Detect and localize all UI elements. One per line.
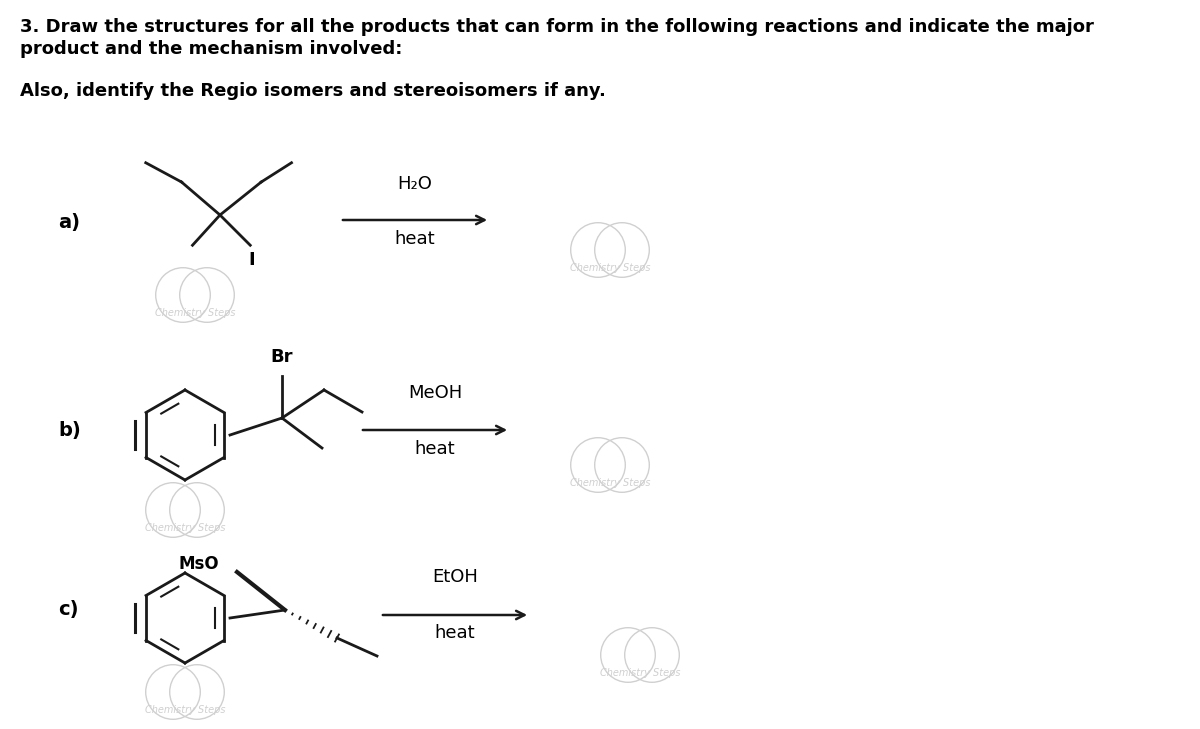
Text: I: I [248, 251, 256, 269]
Text: MeOH: MeOH [408, 384, 462, 402]
Text: Also, identify the Regio isomers and stereoisomers if any.: Also, identify the Regio isomers and ste… [20, 82, 606, 100]
Text: a): a) [58, 212, 80, 232]
Text: heat: heat [395, 230, 436, 248]
Text: Chemistry Steps: Chemistry Steps [600, 668, 680, 678]
Text: c): c) [58, 601, 78, 620]
Text: heat: heat [434, 624, 475, 642]
Text: MsO: MsO [179, 555, 220, 573]
Text: Br: Br [271, 348, 293, 366]
Text: product and the mechanism involved:: product and the mechanism involved: [20, 40, 402, 58]
Text: 3. Draw the structures for all the products that can form in the following react: 3. Draw the structures for all the produ… [20, 18, 1094, 36]
Text: Chemistry Steps: Chemistry Steps [570, 478, 650, 488]
Text: Chemistry Steps: Chemistry Steps [570, 263, 650, 273]
Text: Chemistry Steps: Chemistry Steps [155, 308, 235, 318]
Text: H₂O: H₂O [397, 175, 432, 193]
Text: heat: heat [415, 440, 455, 458]
Text: b): b) [58, 421, 80, 440]
Text: Chemistry Steps: Chemistry Steps [145, 705, 226, 715]
Text: Chemistry Steps: Chemistry Steps [145, 523, 226, 533]
Text: EtOH: EtOH [432, 568, 478, 586]
